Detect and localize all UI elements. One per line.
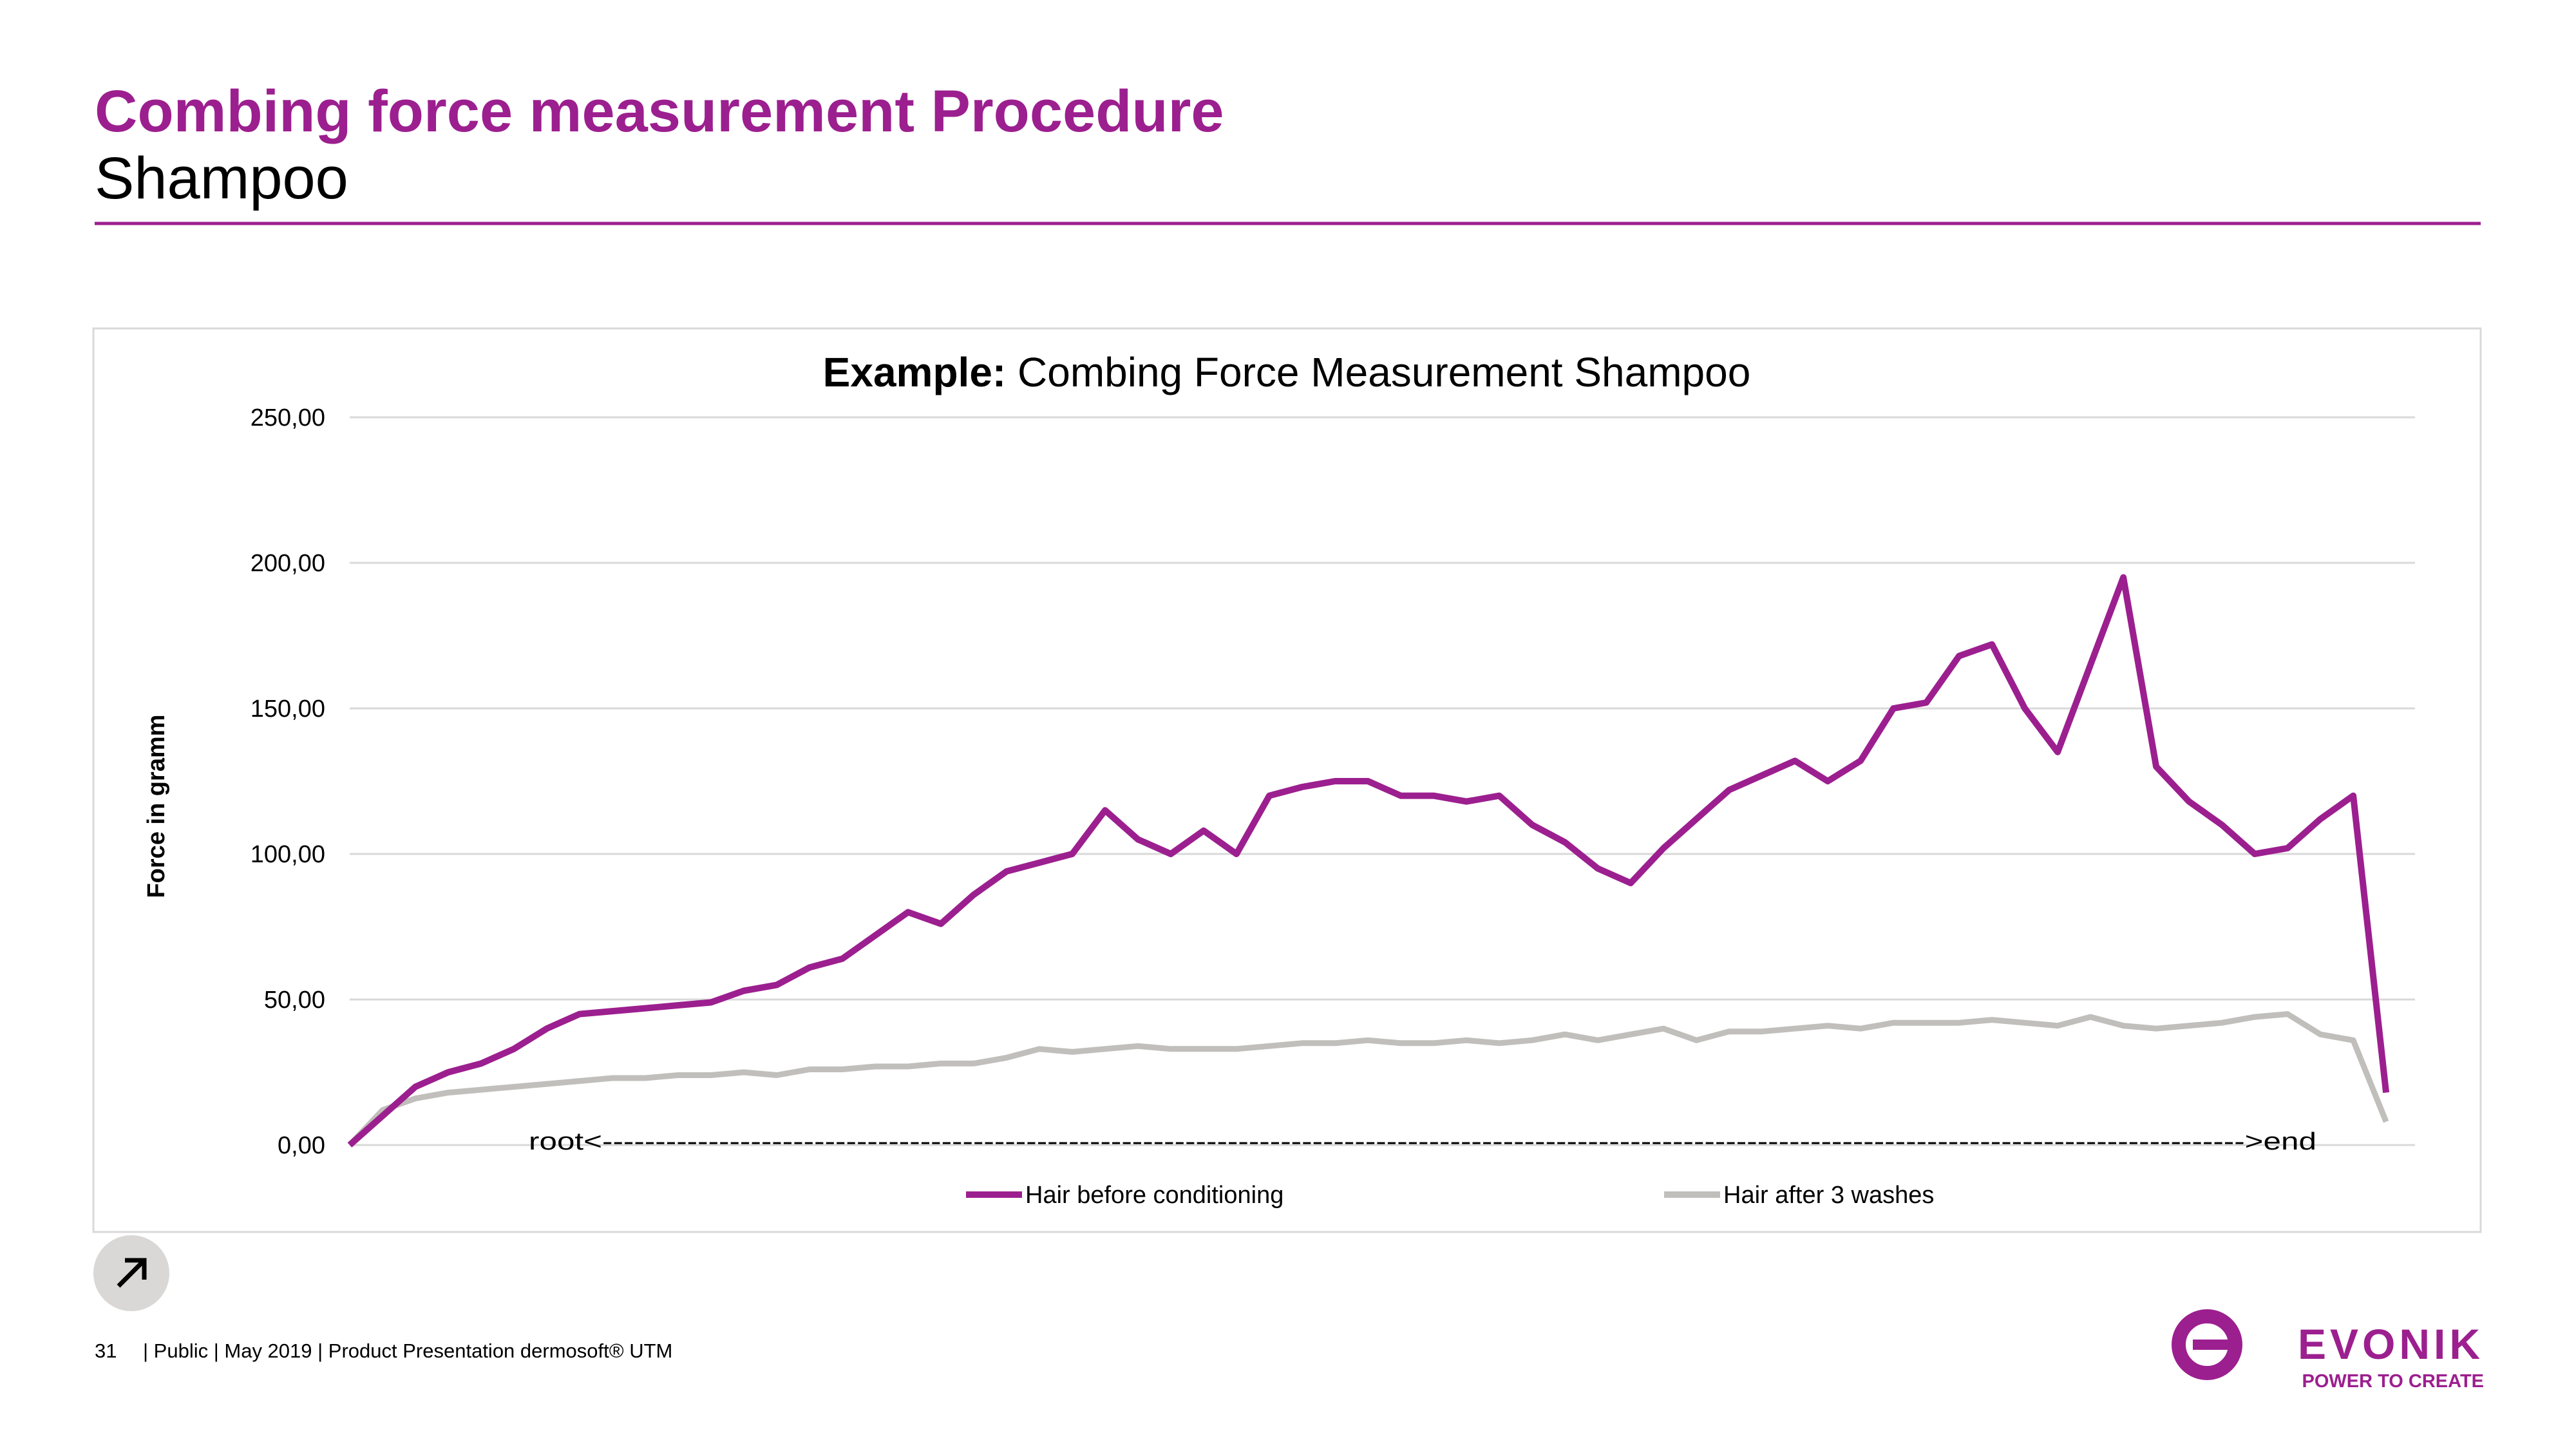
legend-label: Hair before conditioning — [1025, 1182, 1283, 1209]
y-tick-label: 200,00 — [251, 550, 325, 577]
logo: EVONIK POWER TO CREATE — [2172, 1309, 2485, 1392]
y-tick-label: 250,00 — [251, 404, 325, 431]
chart-title-text: Combing Force Measurement Shampoo — [1018, 349, 1750, 395]
y-tick-label: 100,00 — [251, 841, 325, 868]
y-axis-label: Force in gramm — [143, 714, 170, 898]
logo-name: EVONIK — [2298, 1320, 2484, 1368]
data-line — [347, 574, 2390, 1148]
y-tick-label: 150,00 — [251, 696, 325, 723]
annotation: root<-----------------------------------… — [529, 1128, 2316, 1155]
logo-mark — [2193, 1340, 2238, 1350]
y-tick-label: 0,00 — [278, 1132, 325, 1159]
chart-title-text — [1006, 349, 1018, 395]
plot: 0,00 50,00 100,00 150,00 200,00 250,00 root<--… — [251, 404, 2415, 1209]
chart-title-lead: Example: — [823, 349, 1007, 395]
logo-tagline: POWER TO CREATE — [2302, 1371, 2485, 1392]
slide-subtitle: Shampoo — [95, 146, 348, 211]
chart-title: Example: Combing Force Measurement Shamp… — [823, 349, 1751, 395]
legend-label: Hair after 3 washes — [1723, 1182, 1934, 1209]
slide-title: Combing force measurement Procedure — [95, 79, 1224, 144]
data-line — [347, 1011, 2389, 1148]
page-number: 31 — [95, 1340, 117, 1362]
expand-icon — [117, 1258, 147, 1288]
footer-text: | Public | May 2019 | Product Presentati… — [143, 1340, 672, 1362]
y-tick-label: 50,00 — [264, 987, 325, 1014]
chart-frame — [92, 327, 2482, 1233]
